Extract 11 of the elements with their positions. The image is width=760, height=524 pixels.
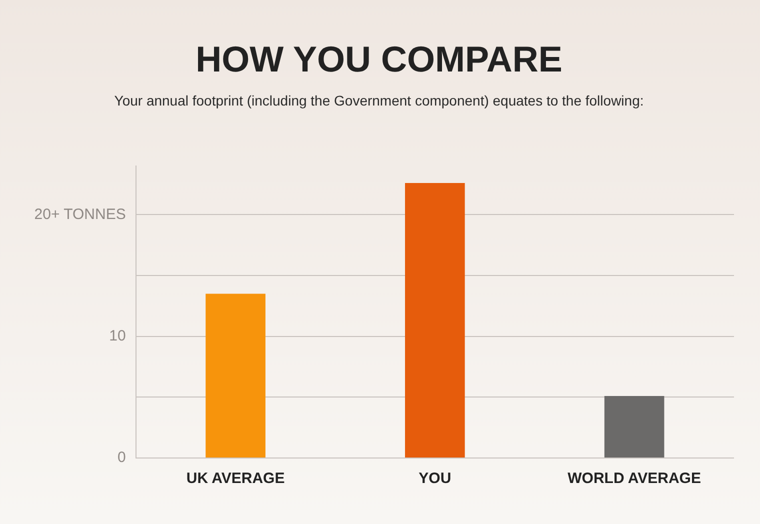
chart-title: HOW YOU COMPARE	[196, 38, 562, 80]
x-tick-label: WORLD AVERAGE	[568, 470, 701, 488]
bar	[206, 294, 266, 458]
y-tick-label: 0	[118, 449, 126, 466]
x-tick-label: YOU	[418, 470, 452, 488]
bar	[405, 183, 465, 458]
chart-subtitle: Your annual footprint (including the Government component) equates to the following:	[114, 92, 644, 108]
y-tick-label: 10	[109, 327, 126, 344]
x-tick-label: UK AVERAGE	[186, 470, 285, 488]
y-tick-label: 20+ TONNES	[34, 206, 126, 223]
bar	[604, 396, 664, 458]
